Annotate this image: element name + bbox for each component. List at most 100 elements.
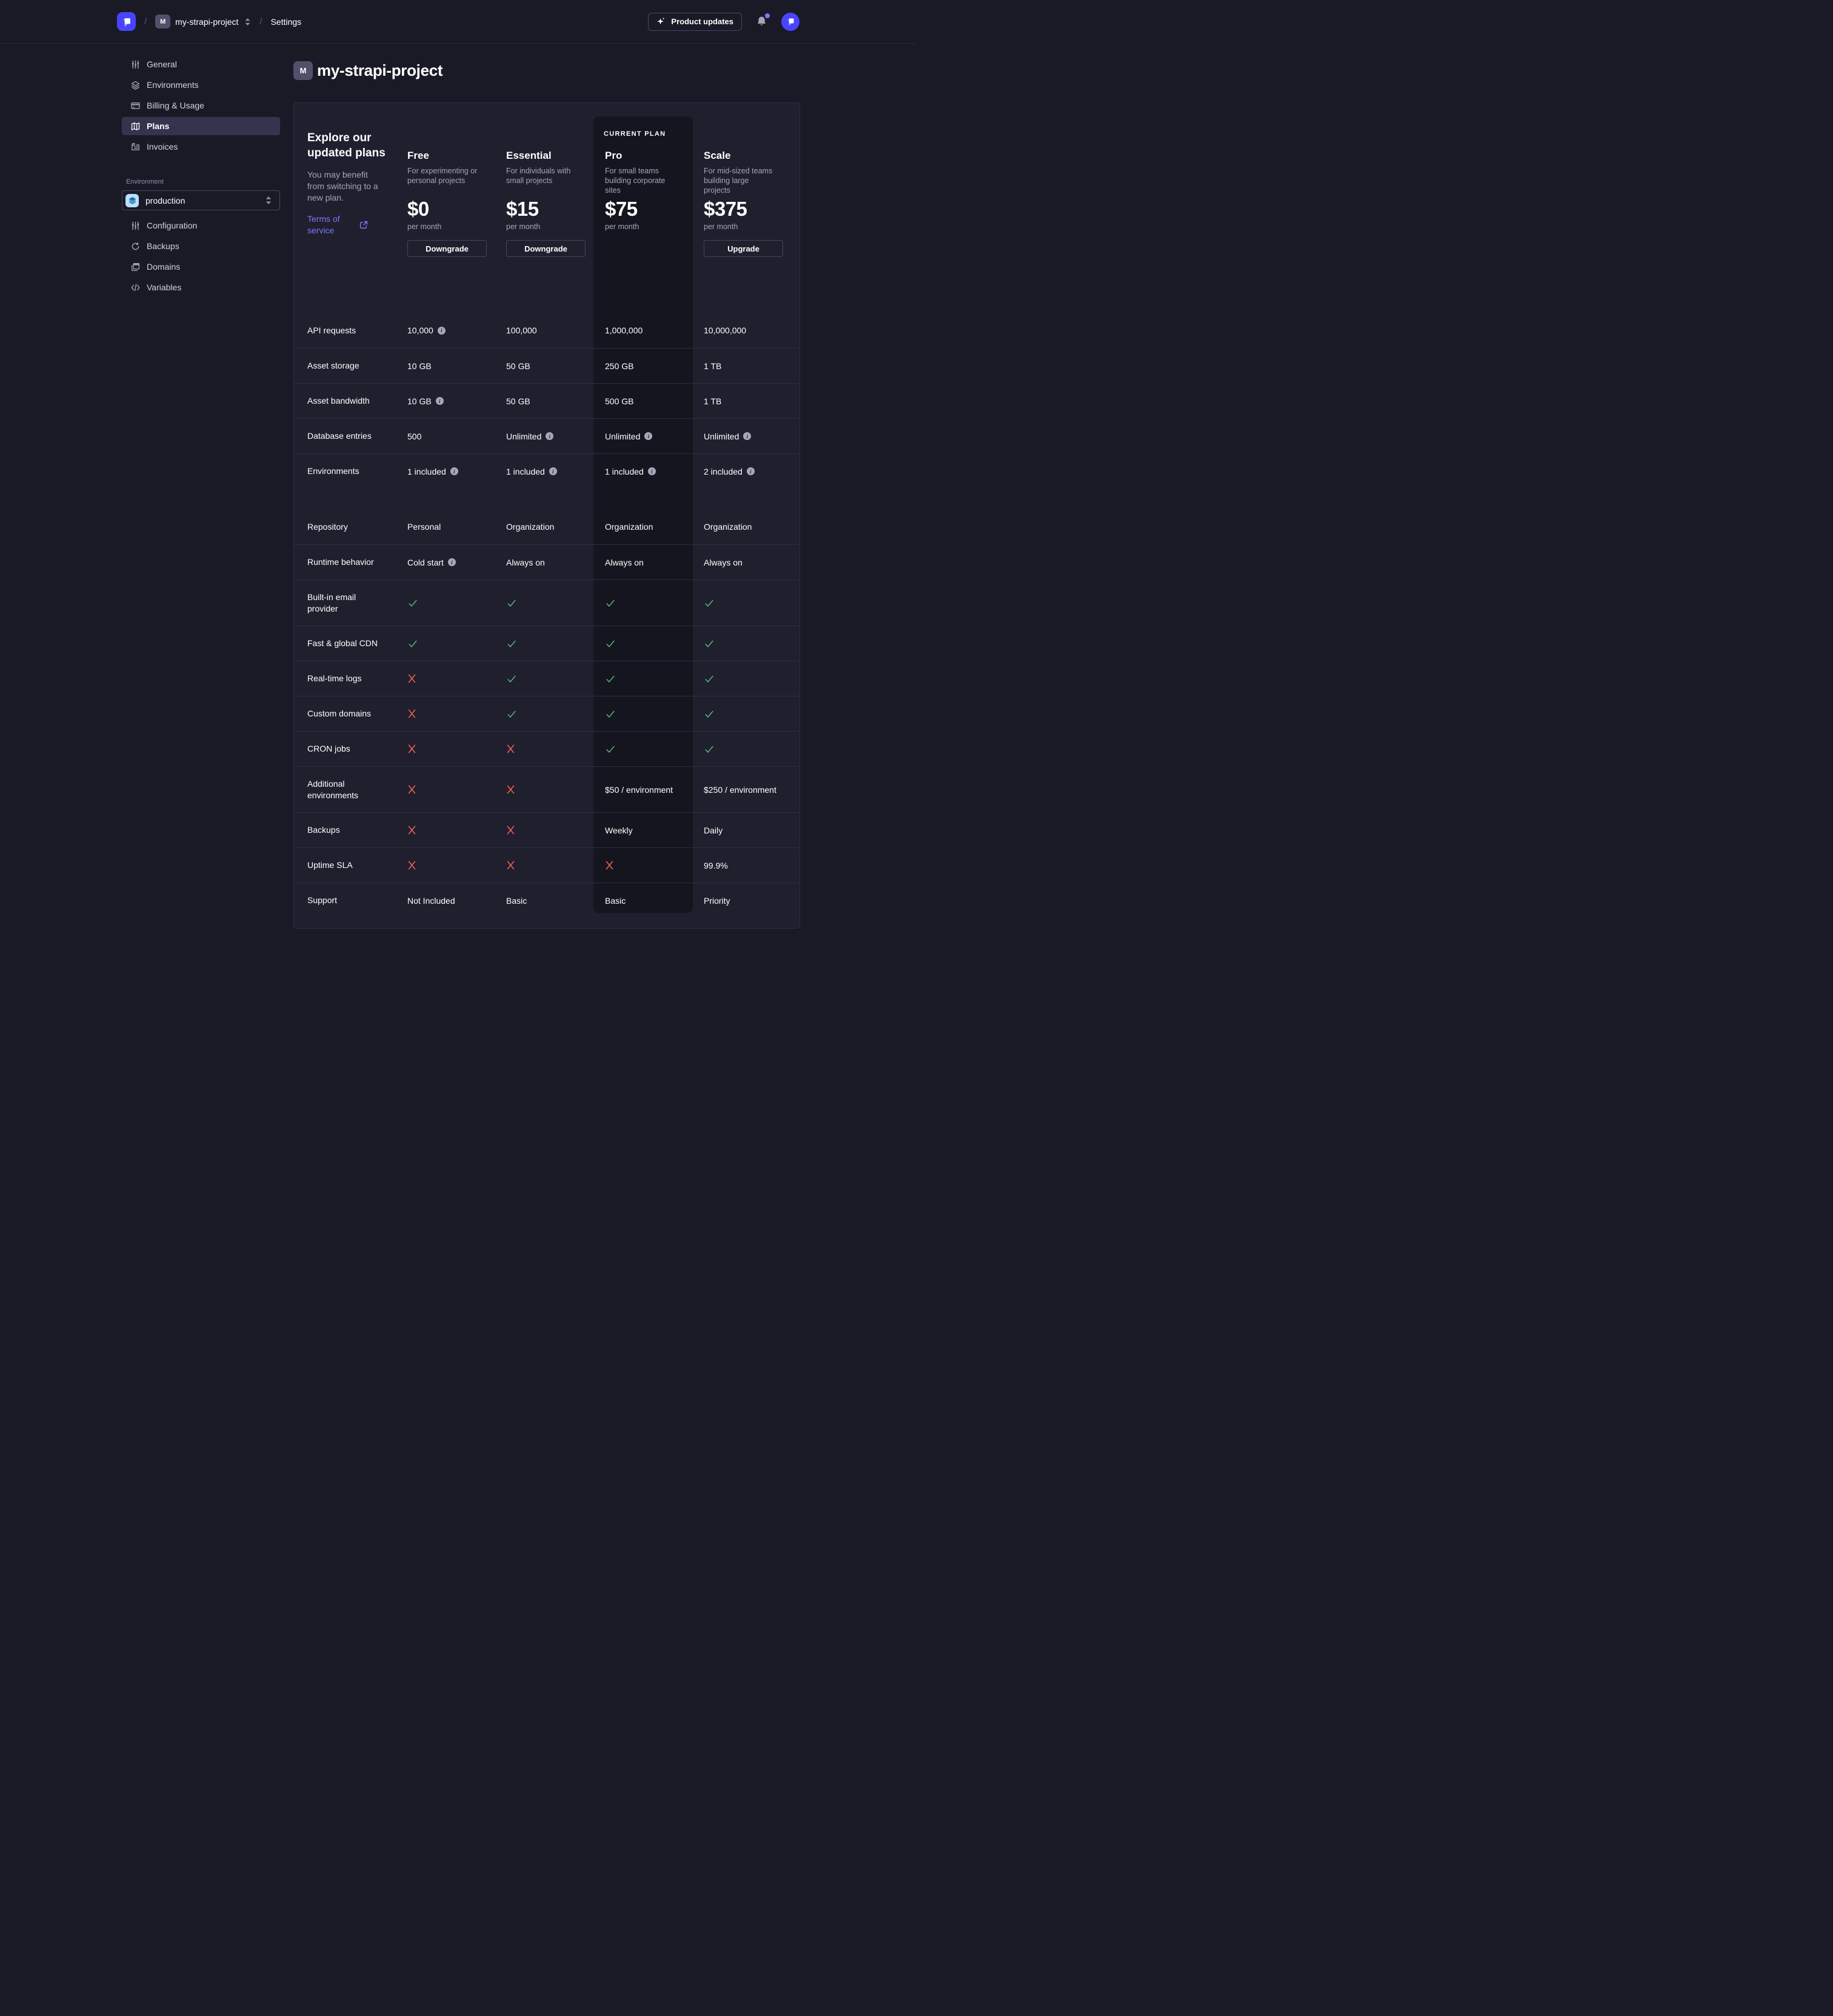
downgrade-button-essential[interactable]: Downgrade — [506, 240, 586, 257]
feature-value: $250 / environment — [704, 785, 799, 795]
info-icon[interactable]: i — [447, 558, 456, 566]
feature-value: Cold start i — [407, 558, 506, 567]
feature-value-text: 99.9% — [704, 860, 728, 870]
feature-value: Not Included — [407, 896, 506, 906]
breadcrumb-separator: / — [259, 16, 262, 27]
table-row: Asset storage 10 GB 50 GB 250 GB 1 TB — [294, 348, 800, 383]
feature-value: 500 GB — [605, 396, 704, 406]
feature-value: Personal — [407, 522, 506, 532]
info-icon[interactable]: i — [647, 467, 656, 475]
feature-label: CRON jobs — [307, 744, 350, 753]
info-icon[interactable]: i — [743, 432, 752, 440]
cross-icon — [408, 709, 416, 718]
terms-of-service-link[interactable]: Terms of service — [307, 213, 374, 236]
sidebar-item-general[interactable]: General — [122, 55, 280, 73]
feature-value-text: $50 / environment — [605, 784, 673, 795]
info-icon[interactable]: i — [644, 432, 653, 440]
downgrade-button-free[interactable]: Downgrade — [407, 240, 487, 257]
feature-value-text: 1,000,000 — [605, 325, 643, 335]
check-icon — [409, 640, 417, 647]
table-row: CRON jobs — [294, 731, 800, 766]
feature-label: Backups — [307, 825, 340, 835]
check-icon — [606, 675, 615, 683]
project-selector[interactable]: M my-strapi-project — [155, 15, 251, 28]
feature-value: 1 included i — [506, 467, 605, 476]
info-icon[interactable]: i — [746, 467, 755, 475]
feature-value: Weekly — [605, 826, 704, 835]
feature-value — [506, 673, 605, 684]
feature-value — [506, 598, 605, 609]
feature-value: Priority — [704, 896, 799, 906]
feature-value: $50 / environment — [605, 785, 704, 795]
upgrade-button-scale[interactable]: Upgrade — [704, 240, 783, 257]
info-icon[interactable]: i — [437, 326, 446, 335]
feature-value: Basic — [605, 896, 704, 906]
table-row: Real-time logs — [294, 661, 800, 696]
sparkle-icon — [657, 17, 665, 25]
feature-value — [704, 744, 799, 755]
table-row: Database entries 500 Unlimited i Unlimited i U… — [294, 418, 800, 453]
breadcrumb-separator: / — [144, 16, 147, 27]
sidebar-item-environments[interactable]: Environments — [122, 76, 280, 94]
feature-value: Basic — [506, 896, 605, 906]
feature-value: 250 GB — [605, 361, 704, 371]
feature-value-text: 500 — [407, 431, 422, 441]
plan-period: per month — [605, 222, 639, 231]
feature-value — [605, 638, 704, 649]
feature-value-text: Not Included — [407, 895, 455, 906]
plan-description: For individuals with small projects — [506, 167, 571, 185]
stacked-windows-icon — [131, 262, 140, 271]
feature-value-text: 100,000 — [506, 325, 537, 335]
sidebar-item-plans[interactable]: Plans — [122, 117, 280, 135]
feature-value-text: Unlimited — [605, 431, 641, 441]
current-plan-badge: CURRENT PLAN — [604, 130, 666, 138]
cross-icon — [507, 785, 515, 794]
user-avatar[interactable] — [781, 12, 800, 31]
feature-value-text: 500 GB — [605, 396, 634, 406]
plan-column-scale: Scale For mid-sized teams building large … — [704, 103, 799, 313]
notifications-button[interactable] — [756, 13, 770, 27]
credit-card-icon — [131, 102, 140, 109]
feature-label: Uptime SLA — [307, 860, 353, 870]
feature-value — [506, 785, 605, 794]
info-icon[interactable]: i — [546, 432, 554, 440]
check-icon — [705, 640, 713, 647]
sidebar-item-label: Backups — [147, 241, 179, 251]
feature-value-text: Always on — [704, 557, 743, 567]
feature-label: Fast & global CDN — [307, 638, 378, 648]
feature-value: 50 GB — [506, 361, 605, 371]
cross-icon — [408, 861, 416, 870]
feature-value-text: 10 GB — [407, 396, 432, 406]
page-title: my-strapi-project — [317, 61, 443, 79]
sidebar-item-billing-usage[interactable]: Billing & Usage — [122, 96, 280, 115]
sidebar-item-variables[interactable]: Variables — [122, 278, 280, 296]
sliders-icon — [132, 60, 139, 68]
info-icon[interactable]: i — [450, 467, 458, 475]
feature-value — [407, 674, 506, 683]
check-icon — [606, 710, 615, 718]
product-updates-button[interactable]: Product updates — [648, 12, 742, 31]
cross-icon — [507, 861, 515, 870]
feature-value — [704, 638, 799, 649]
breadcrumb-project-name: my-strapi-project — [175, 16, 239, 27]
environment-section-label: Environment — [126, 178, 164, 185]
info-icon[interactable]: i — [435, 397, 444, 405]
strapi-logo[interactable] — [117, 12, 136, 31]
feature-value-text: 50 GB — [506, 396, 530, 406]
sidebar-item-invoices[interactable]: Invoices — [122, 138, 280, 156]
environment-select[interactable]: production — [122, 190, 280, 210]
environment-chip — [125, 193, 139, 207]
check-icon — [606, 599, 615, 607]
sidebar-item-label: Domains — [147, 262, 181, 272]
feature-value-text: Cold start — [407, 557, 444, 567]
sidebar-item-configuration[interactable]: Configuration — [122, 216, 280, 235]
check-icon — [507, 640, 516, 647]
table-row: Uptime SLA 99.9% — [294, 847, 800, 883]
breadcrumb-settings[interactable]: Settings — [270, 16, 302, 27]
feature-value-text: Organization — [605, 522, 653, 532]
feature-value — [704, 709, 799, 719]
info-icon[interactable]: i — [549, 467, 557, 475]
sidebar-item-domains[interactable]: Domains — [122, 258, 280, 276]
plan-description: For mid-sized teams building large proje… — [704, 167, 773, 195]
sidebar-item-backups[interactable]: Backups — [122, 237, 280, 255]
